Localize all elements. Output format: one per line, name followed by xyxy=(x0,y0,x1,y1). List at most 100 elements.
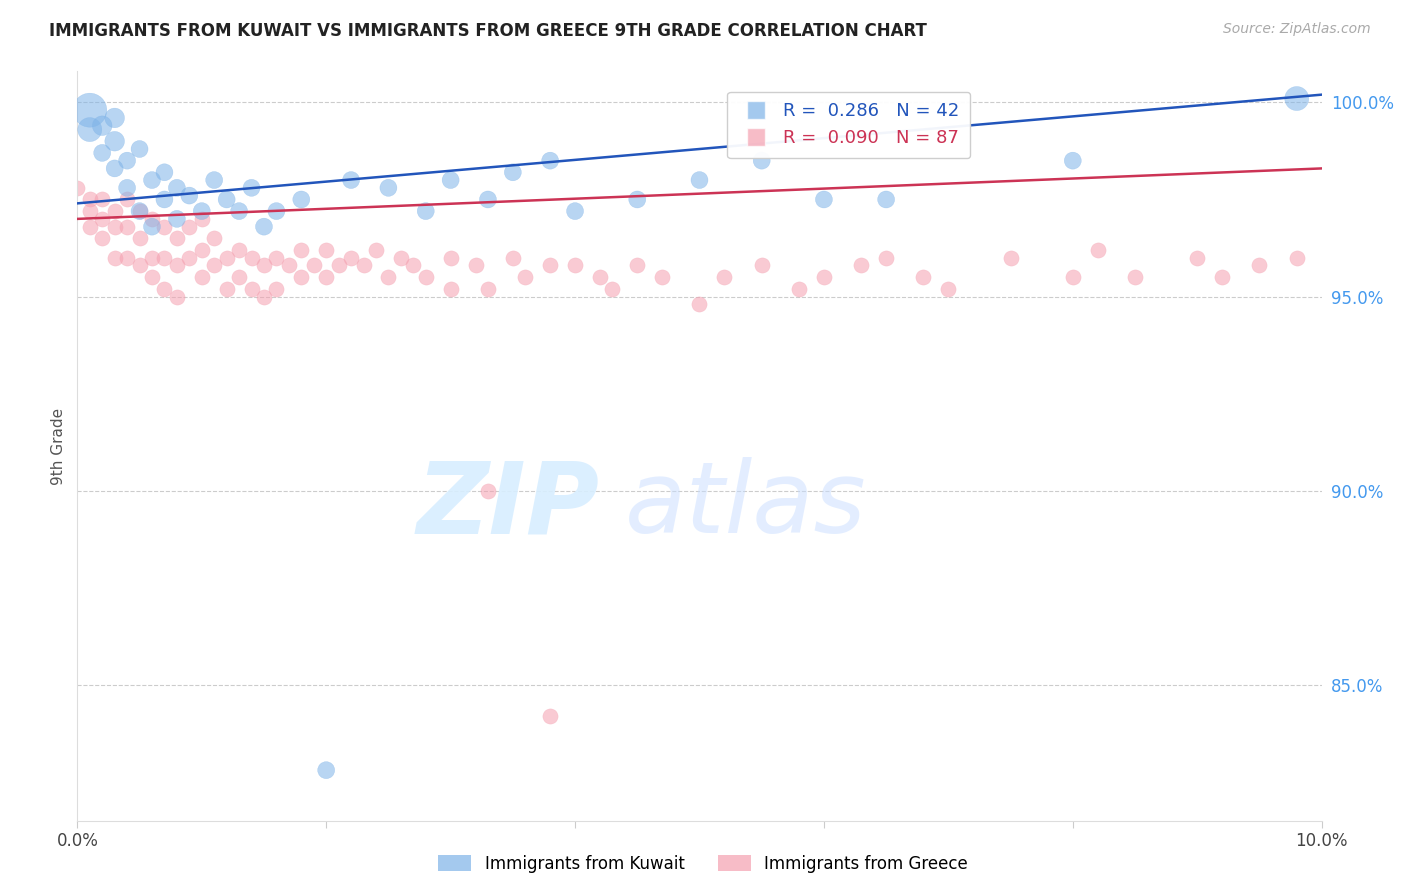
Point xyxy=(228,270,250,285)
Point xyxy=(191,204,214,219)
Point xyxy=(202,259,225,273)
Point xyxy=(166,289,188,303)
Point xyxy=(290,270,312,285)
Point xyxy=(141,173,163,187)
Point xyxy=(477,483,499,498)
Point xyxy=(538,259,561,273)
Point xyxy=(277,259,299,273)
Point xyxy=(191,270,214,285)
Point xyxy=(141,219,163,234)
Point xyxy=(1285,251,1308,265)
Point xyxy=(153,282,176,296)
Point xyxy=(191,243,214,257)
Point xyxy=(215,193,238,207)
Point xyxy=(166,231,188,245)
Point xyxy=(128,231,150,245)
Point xyxy=(912,270,935,285)
Point xyxy=(502,165,524,179)
Point xyxy=(1000,251,1022,265)
Point xyxy=(253,259,276,273)
Point xyxy=(104,161,127,176)
Point xyxy=(179,188,201,202)
Text: Source: ZipAtlas.com: Source: ZipAtlas.com xyxy=(1223,22,1371,37)
Point xyxy=(302,259,325,273)
Point xyxy=(79,204,101,219)
Point xyxy=(589,270,612,285)
Point xyxy=(166,211,188,226)
Point xyxy=(141,251,163,265)
Point xyxy=(228,243,250,257)
Point xyxy=(440,282,463,296)
Point xyxy=(166,181,188,195)
Point xyxy=(315,270,337,285)
Point xyxy=(1249,259,1271,273)
Text: IMMIGRANTS FROM KUWAIT VS IMMIGRANTS FROM GREECE 9TH GRADE CORRELATION CHART: IMMIGRANTS FROM KUWAIT VS IMMIGRANTS FRO… xyxy=(49,22,927,40)
Text: atlas: atlas xyxy=(624,458,866,555)
Point xyxy=(377,270,399,285)
Point xyxy=(315,763,337,777)
Point xyxy=(340,173,363,187)
Point xyxy=(340,251,363,265)
Point xyxy=(215,282,238,296)
Point xyxy=(787,282,810,296)
Point xyxy=(153,193,176,207)
Point xyxy=(602,282,624,296)
Point xyxy=(240,282,263,296)
Point xyxy=(79,219,101,234)
Point xyxy=(202,231,225,245)
Point xyxy=(875,251,897,265)
Point xyxy=(1285,91,1308,105)
Point xyxy=(266,204,288,219)
Point xyxy=(813,270,835,285)
Y-axis label: 9th Grade: 9th Grade xyxy=(51,408,66,484)
Point xyxy=(253,289,276,303)
Point xyxy=(79,103,101,118)
Point xyxy=(1187,251,1209,265)
Point xyxy=(813,193,835,207)
Point xyxy=(1087,243,1109,257)
Point xyxy=(115,153,138,168)
Point xyxy=(440,251,463,265)
Point xyxy=(115,193,138,207)
Point xyxy=(128,259,150,273)
Point xyxy=(538,708,561,723)
Point xyxy=(689,297,711,311)
Point xyxy=(626,259,648,273)
Text: ZIP: ZIP xyxy=(418,458,600,555)
Point xyxy=(191,211,214,226)
Point xyxy=(153,165,176,179)
Point xyxy=(477,193,499,207)
Point xyxy=(115,181,138,195)
Point xyxy=(1123,270,1146,285)
Point xyxy=(515,270,537,285)
Point xyxy=(1062,270,1084,285)
Point xyxy=(315,243,337,257)
Point xyxy=(290,193,312,207)
Point xyxy=(128,142,150,156)
Point xyxy=(464,259,486,273)
Point xyxy=(477,282,499,296)
Point xyxy=(91,119,114,133)
Point xyxy=(328,259,350,273)
Point xyxy=(115,251,138,265)
Point xyxy=(153,251,176,265)
Point xyxy=(79,122,101,136)
Point xyxy=(502,251,524,265)
Point xyxy=(128,204,150,219)
Point xyxy=(228,204,250,219)
Point xyxy=(415,204,437,219)
Point xyxy=(115,219,138,234)
Point xyxy=(266,282,288,296)
Point xyxy=(141,211,163,226)
Point xyxy=(564,259,586,273)
Point xyxy=(91,145,114,160)
Legend: Immigrants from Kuwait, Immigrants from Greece: Immigrants from Kuwait, Immigrants from … xyxy=(432,848,974,880)
Point xyxy=(651,270,673,285)
Point xyxy=(1211,270,1233,285)
Point xyxy=(415,270,437,285)
Point xyxy=(240,251,263,265)
Point xyxy=(751,153,773,168)
Point xyxy=(564,204,586,219)
Point xyxy=(104,134,127,148)
Point xyxy=(141,270,163,285)
